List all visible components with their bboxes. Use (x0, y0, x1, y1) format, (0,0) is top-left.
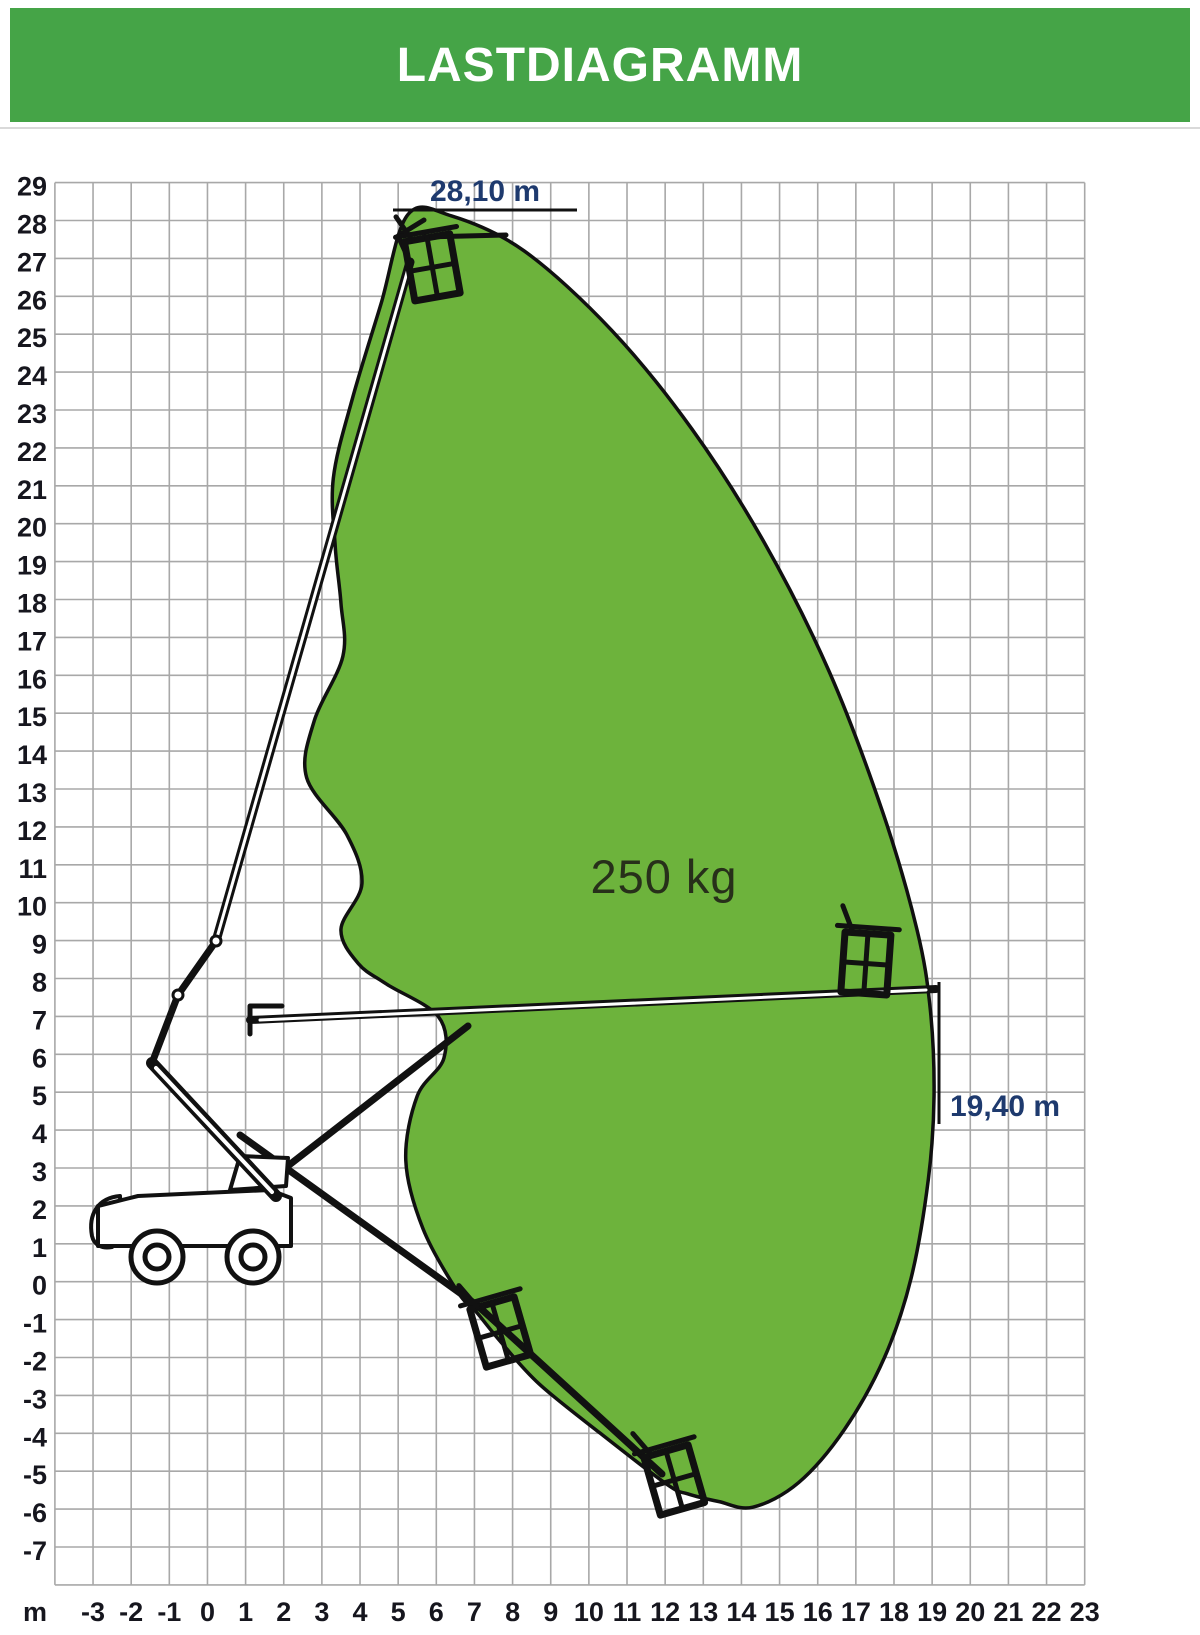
y-tick-label: 7 (32, 1005, 47, 1035)
x-tick-label: 22 (1032, 1597, 1062, 1627)
y-tick-label: 19 (17, 551, 47, 581)
max-outreach-label: 19,40 m (950, 1090, 1060, 1123)
y-tick-label: 4 (32, 1119, 47, 1149)
x-tick-label: 10 (574, 1597, 604, 1627)
x-tick-label: -3 (81, 1597, 105, 1627)
y-tick-label: 0 (32, 1271, 47, 1301)
platform-basket-right (834, 903, 902, 999)
y-tick-label: 28 (17, 210, 47, 240)
y-tick-label: 27 (17, 247, 47, 277)
y-tick-label: -5 (23, 1460, 47, 1490)
boom-raised (148, 217, 509, 1067)
x-tick-label: 9 (543, 1597, 558, 1627)
header-divider (0, 127, 1200, 129)
x-tick-label: -2 (119, 1597, 143, 1627)
x-tick-label: 12 (650, 1597, 680, 1627)
y-tick-label: 3 (32, 1157, 47, 1187)
y-tick-label: -3 (23, 1384, 47, 1414)
y-tick-label: -7 (23, 1536, 47, 1566)
x-tick-label: 7 (467, 1597, 482, 1627)
x-tick-label: 2 (276, 1597, 291, 1627)
y-axis-labels: 2928272625242322212019181716151413121110… (17, 172, 47, 1566)
x-tick-label: 6 (429, 1597, 444, 1627)
y-tick-label: 13 (17, 778, 47, 808)
y-tick-label: 26 (17, 285, 47, 315)
y-tick-label: 21 (17, 475, 47, 505)
y-tick-label: 18 (17, 589, 47, 619)
x-tick-label: 4 (353, 1597, 368, 1627)
y-tick-label: 10 (17, 892, 47, 922)
y-tick-label: 15 (17, 702, 47, 732)
x-tick-label: 3 (314, 1597, 329, 1627)
y-tick-label: 8 (32, 968, 47, 998)
x-tick-label: 15 (765, 1597, 795, 1627)
vehicle-chassis (89, 1057, 293, 1286)
x-tick-label: 0 (200, 1597, 215, 1627)
max-height-label: 28,10 m (430, 175, 540, 208)
y-tick-label: 16 (17, 664, 47, 694)
capacity-label: 250 kg (590, 850, 737, 903)
x-tick-label: 13 (688, 1597, 718, 1627)
boom-lift-illustration (89, 214, 940, 1519)
x-tick-label: 17 (841, 1597, 871, 1627)
y-tick-label: 1 (32, 1233, 47, 1263)
y-tick-label: 6 (32, 1043, 47, 1073)
x-tick-label: 8 (505, 1597, 520, 1627)
y-tick-label: 2 (32, 1195, 47, 1225)
x-tick-label: 20 (955, 1597, 985, 1627)
y-tick-label: 12 (17, 816, 47, 846)
platform-basket-lower-left (456, 1283, 535, 1371)
y-tick-label: 22 (17, 437, 47, 467)
y-tick-label: 20 (17, 513, 47, 543)
x-tick-label: 16 (803, 1597, 833, 1627)
x-tick-label: 5 (391, 1597, 406, 1627)
x-tick-label: -1 (157, 1597, 181, 1627)
y-tick-label: 9 (32, 930, 47, 960)
x-tick-label: 19 (917, 1597, 947, 1627)
x-tick-label: 14 (726, 1597, 756, 1627)
axis-unit-label: m (23, 1597, 47, 1627)
y-tick-label: 23 (17, 399, 47, 429)
x-tick-label: 11 (613, 1597, 642, 1627)
y-tick-label: 5 (32, 1081, 47, 1111)
x-axis-labels: -3 -2 -1 0 1 2 3 4 5 6 7 8 9 10 11 12 13 14 15 16 17 18 19 20 21… (81, 1597, 1100, 1627)
page-title: LASTDIAGRAMM (396, 38, 804, 92)
y-tick-label: 14 (17, 740, 47, 770)
y-tick-label: 17 (17, 626, 47, 656)
y-tick-label: 24 (17, 361, 47, 391)
x-tick-label: 1 (238, 1597, 253, 1627)
x-tick-label: 18 (879, 1597, 909, 1627)
y-tick-label: -6 (23, 1498, 47, 1528)
y-tick-label: -2 (23, 1347, 47, 1377)
y-tick-label: 29 (17, 172, 47, 202)
platform-basket-bottom (630, 1431, 709, 1519)
y-tick-label: -1 (23, 1309, 47, 1339)
annotation-max-height: 28,10 m (393, 175, 577, 212)
boom-horizontal (246, 985, 940, 1187)
y-tick-label: 11 (18, 854, 47, 884)
y-tick-label: 25 (17, 323, 47, 353)
platform-basket-top (393, 214, 464, 305)
y-tick-label: -4 (23, 1422, 47, 1452)
working-envelope-area (302, 205, 936, 1510)
annotation-max-outreach: 19,40 m (937, 982, 1060, 1124)
x-tick-label: 23 (1070, 1597, 1100, 1627)
x-tick-label: 21 (993, 1597, 1023, 1627)
header-banner: LASTDIAGRAMM (10, 8, 1190, 122)
